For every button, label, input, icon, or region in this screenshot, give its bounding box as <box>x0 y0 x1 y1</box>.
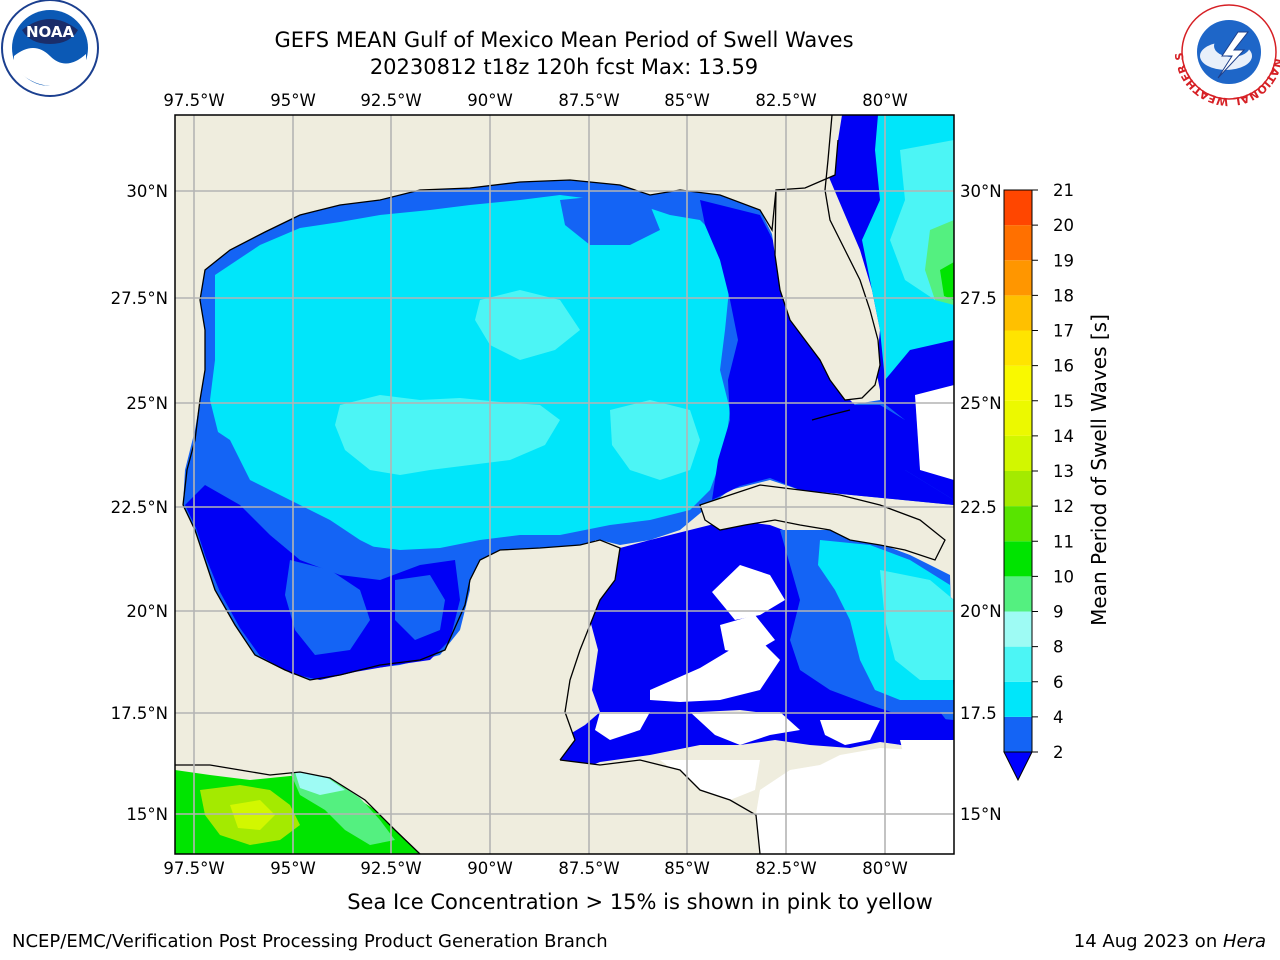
colorbar-tick-label: 21 <box>1053 181 1074 200</box>
colorbar-segment <box>1004 541 1032 577</box>
lon-label: 87.5°W <box>558 91 619 110</box>
footer-date-text: 14 Aug 2023 on <box>1073 931 1223 952</box>
lon-labels-top: 97.5°W 95°W 92.5°W 90°W 87.5°W 85°W 82.5… <box>163 91 907 110</box>
sea-ice-note: Sea Ice Concentration > 15% is shown in … <box>347 890 933 914</box>
lat-label: 25°N <box>960 394 1002 413</box>
lon-labels-bottom: 97.5°W 95°W 92.5°W 90°W 87.5°W 85°W 82.5… <box>163 859 907 878</box>
lat-label: 27.5 <box>960 289 997 308</box>
lon-label: 92.5°W <box>360 91 421 110</box>
colorbar-segment <box>1004 330 1032 366</box>
colorbar-tick-label: 13 <box>1053 462 1074 481</box>
lat-label: 30°N <box>126 182 168 201</box>
colorbar-segment <box>1004 646 1032 682</box>
colorbar-tick-label: 15 <box>1053 392 1074 411</box>
lon-label: 80°W <box>862 91 908 110</box>
colorbar-segment <box>1004 260 1032 296</box>
chart-subtitle: 20230812 t18z 120h fcst Max: 13.59 <box>369 55 759 79</box>
colorbar-tick-label: 6 <box>1053 673 1064 692</box>
map-frame <box>174 114 955 855</box>
colorbar: 2 4 6 8 9 10 11 12 13 14 15 16 17 18 19 20 21 <box>1003 181 1074 782</box>
lat-label: 25°N <box>126 394 168 413</box>
lon-label: 97.5°W <box>163 859 224 878</box>
lon-label: 82.5°W <box>755 91 816 110</box>
footer-machine: Hera <box>1222 931 1266 952</box>
lon-label: 97.5°W <box>163 91 224 110</box>
lat-label: 15°N <box>960 805 1002 824</box>
lat-label: 30°N <box>960 182 1002 201</box>
lon-label: 87.5°W <box>558 859 619 878</box>
colorbar-tick-label: 17 <box>1053 322 1074 341</box>
lon-label: 95°W <box>270 91 316 110</box>
colorbar-segment <box>1004 295 1032 331</box>
colorbar-tick-label: 2 <box>1053 743 1064 762</box>
coastlines <box>175 115 946 854</box>
lon-label: 85°W <box>664 91 710 110</box>
lon-label: 95°W <box>270 859 316 878</box>
lat-label: 20°N <box>960 602 1002 621</box>
colorbar-tick-label: 19 <box>1053 251 1074 270</box>
colorbar-tick-label: 12 <box>1053 497 1074 516</box>
lat-label: 15°N <box>126 805 168 824</box>
colorbar-tick-label: 8 <box>1053 638 1064 657</box>
lon-label: 90°W <box>467 859 513 878</box>
lon-label: 80°W <box>862 859 908 878</box>
lat-label: 17.5 <box>960 704 997 723</box>
footer-branch: NCEP/EMC/Verification Post Processing Pr… <box>12 931 608 952</box>
noaa-logo-text: NOAA <box>26 23 75 41</box>
lat-labels-left: 30°N 27.5°N 25°N 22.5°N 20°N 17.5°N 15°N <box>111 182 168 824</box>
colorbar-segment <box>1004 435 1032 471</box>
map-panel <box>175 115 954 854</box>
colorbar-segment <box>1004 225 1032 261</box>
colorbar-tick-label: 9 <box>1053 603 1064 622</box>
lon-label: 90°W <box>467 91 513 110</box>
lon-label: 92.5°W <box>360 859 421 878</box>
colorbar-tick-label: 20 <box>1053 216 1074 235</box>
chart-title: GEFS MEAN Gulf of Mexico Mean Period of … <box>274 28 854 52</box>
colorbar-tick-label: 18 <box>1053 286 1074 305</box>
colorbar-segment <box>1004 506 1032 542</box>
graticule <box>175 115 954 854</box>
colorbar-segment <box>1004 471 1032 507</box>
colorbar-tick-label: 14 <box>1053 427 1074 446</box>
lon-label: 85°W <box>664 859 710 878</box>
colorbar-segment <box>1004 190 1032 226</box>
colorbar-tick-label: 11 <box>1053 532 1074 551</box>
lat-label: 22.5°N <box>111 498 168 517</box>
colorbar-tick-label: 10 <box>1053 567 1074 586</box>
colorbar-title: Mean Period of Swell Waves [s] <box>1087 314 1111 626</box>
lat-labels-right: 30°N 27.5 25°N 22.5 20°N 17.5 15°N <box>960 182 1002 824</box>
colorbar-segment <box>1004 365 1032 401</box>
lat-label: 20°N <box>126 602 168 621</box>
colorbar-tick-label: 16 <box>1053 357 1074 376</box>
colorbar-tick-label: 4 <box>1053 708 1064 727</box>
colorbar-segment <box>1004 611 1032 647</box>
colorbar-segment <box>1004 576 1032 612</box>
noaa-logo: NOAA <box>1 0 99 97</box>
lat-label: 17.5°N <box>111 704 168 723</box>
lon-label: 82.5°W <box>755 859 816 878</box>
footer-date: 14 Aug 2023 on Hera <box>1074 931 1266 952</box>
colorbar-segment <box>1004 681 1032 717</box>
colorbar-segment <box>1004 400 1032 436</box>
lat-label: 27.5°N <box>111 289 168 308</box>
lat-label: 22.5 <box>960 498 997 517</box>
colorbar-segment <box>1004 716 1032 752</box>
colorbar-extend-arrow <box>1003 751 1033 782</box>
